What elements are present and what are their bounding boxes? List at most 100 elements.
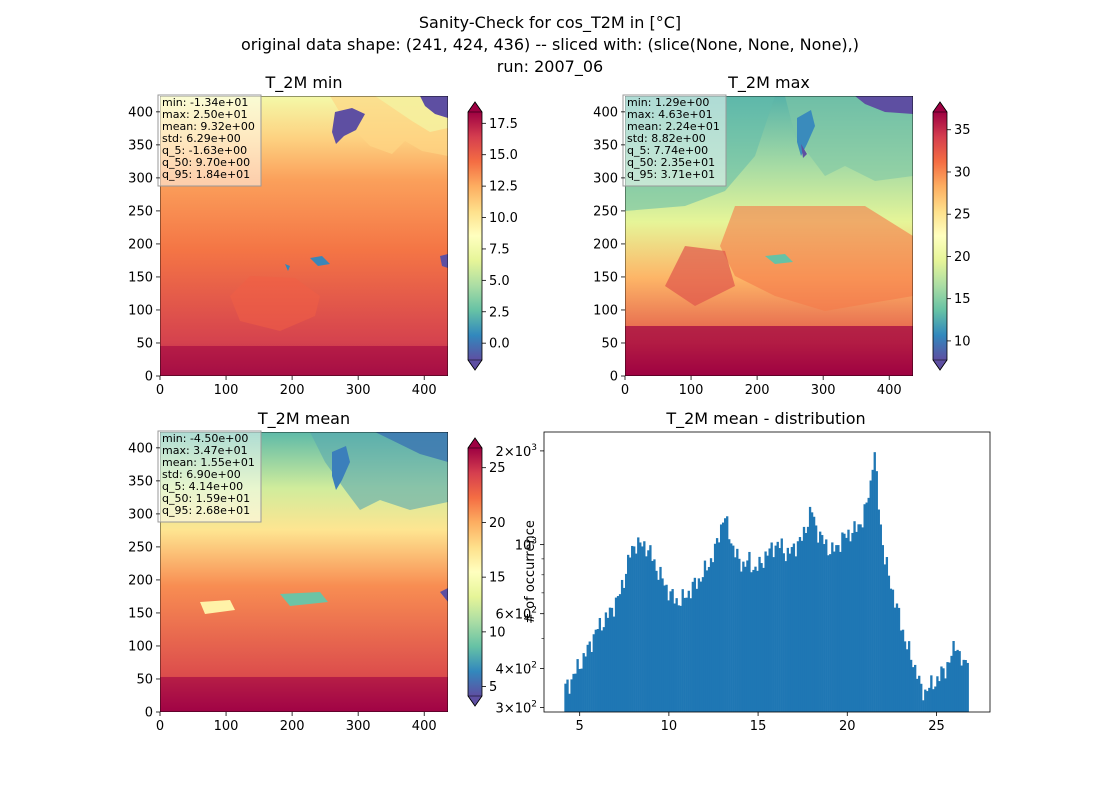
y-axis-label: # of occurrence — [523, 520, 538, 624]
histogram-bar — [721, 522, 725, 712]
histogram-bar — [754, 566, 757, 712]
y-tick-label: 200 — [593, 237, 618, 252]
histogram-bar — [564, 683, 567, 712]
histogram-bar — [681, 589, 684, 712]
stat-line: std: 6.90e+00 — [162, 468, 241, 481]
y-tick-label: 250 — [593, 204, 618, 219]
stat-line: q_5: 4.14e+00 — [162, 480, 243, 493]
histogram-bar — [770, 542, 773, 712]
x-axis: 5 10 15 20 25 — [576, 712, 945, 734]
histogram-bar — [887, 575, 891, 712]
x-tick-label: 10 — [661, 719, 678, 734]
panel-distribution: T_2M mean - distribution 5 10 15 20 25 3×102… — [496, 409, 991, 734]
stat-line: q_5: -1.63e+00 — [162, 144, 247, 157]
y-tick-label: 150 — [128, 270, 153, 285]
y-tick-label: 0 — [145, 370, 153, 385]
histogram-bar — [732, 545, 735, 712]
x-tick-label: 300 — [811, 383, 836, 398]
histogram-bar — [713, 543, 717, 712]
histogram-bar — [814, 525, 818, 712]
histogram-bar — [944, 678, 947, 712]
colorbar-tick-label: 20 — [489, 516, 506, 531]
histogram-bar — [938, 681, 941, 712]
colorbar-frame — [467, 101, 483, 371]
histogram-bar — [695, 588, 699, 712]
histogram-bar — [784, 561, 787, 712]
histogram-bar — [736, 548, 739, 712]
histogram-bar — [622, 587, 626, 712]
histogram-bar — [821, 535, 824, 712]
histogram-bar — [930, 675, 933, 712]
y-tick-label: 100 — [593, 303, 618, 318]
histogram-bar — [932, 689, 935, 712]
histogram-bar — [590, 651, 593, 712]
histogram-bar — [810, 512, 814, 712]
histogram-bar — [683, 597, 686, 712]
colorbar-tick-label: 2.5 — [489, 305, 510, 320]
histogram-bar — [685, 597, 688, 712]
histogram-bar — [626, 554, 630, 712]
histogram-bar — [574, 673, 577, 712]
y-tick-label: 350 — [593, 138, 618, 153]
histogram-bar — [768, 548, 771, 712]
y-tick-label: 250 — [128, 540, 153, 555]
histogram-bar — [798, 537, 802, 712]
histogram-bar — [657, 579, 660, 712]
colorbar: 5 10 15 20 25 — [467, 437, 506, 707]
histogram-bar — [875, 471, 878, 712]
histogram-bar — [966, 662, 969, 712]
y-tick-label: 50 — [136, 336, 153, 351]
histogram-bar — [928, 687, 931, 712]
histogram-bar — [748, 551, 751, 712]
histogram-bar — [604, 612, 608, 712]
histogram-bar — [614, 597, 618, 712]
histogram-bar — [871, 469, 874, 712]
histogram-bar — [918, 675, 921, 712]
histogram-bar — [719, 524, 723, 712]
histogram-bar — [588, 641, 591, 712]
histogram-bar — [962, 659, 965, 712]
y-tick-label: 50 — [601, 336, 618, 351]
histogram-bar — [576, 659, 579, 712]
histogram-bar — [899, 630, 903, 712]
stat-line: mean: 9.32e+00 — [162, 120, 255, 133]
histogram-bar — [762, 567, 765, 712]
y-tick-label: 350 — [128, 138, 153, 153]
histogram-bar — [776, 541, 779, 712]
histogram-bar — [958, 651, 961, 712]
histogram-bar — [909, 659, 913, 712]
histogram-bar — [608, 607, 612, 712]
histogram-bar — [667, 600, 670, 712]
histogram-bar — [857, 524, 860, 712]
histogram-bar — [693, 577, 697, 712]
colorbar-tick-label: 10 — [489, 625, 506, 640]
histogram-bar — [568, 693, 571, 712]
histogram-bar — [758, 556, 761, 712]
x-tick-label: 0 — [156, 719, 164, 734]
colorbar-tick-label: 5 — [489, 680, 497, 695]
histogram-bar — [960, 665, 963, 712]
colorbar-frame — [467, 437, 483, 707]
x-tick-label: 0 — [621, 383, 629, 398]
stat-line: max: 2.50e+01 — [162, 108, 248, 121]
colorbar-tick-label: 25 — [954, 208, 971, 223]
histogram-bar — [901, 629, 905, 712]
histogram-bar — [647, 550, 650, 712]
histogram-bar — [677, 605, 680, 712]
histogram-bar — [653, 559, 656, 712]
x-axis: 0 100 200 300 400 — [156, 376, 437, 398]
x-tick-label: 400 — [412, 383, 437, 398]
heatmap-image — [160, 96, 448, 376]
x-tick-label: 0 — [156, 383, 164, 398]
heatmap-image — [160, 432, 448, 712]
y-tick-label: 100 — [128, 303, 153, 318]
y-tick-label: 100 — [128, 639, 153, 654]
x-axis: 0 100 200 300 400 — [156, 712, 437, 734]
histogram-bar — [699, 581, 703, 712]
x-tick-label: 200 — [280, 719, 305, 734]
histogram-bar — [940, 666, 943, 712]
histogram-bar — [772, 557, 775, 712]
histogram-bar — [827, 555, 830, 712]
histogram-bar — [717, 542, 721, 712]
histogram-bar — [885, 557, 889, 712]
